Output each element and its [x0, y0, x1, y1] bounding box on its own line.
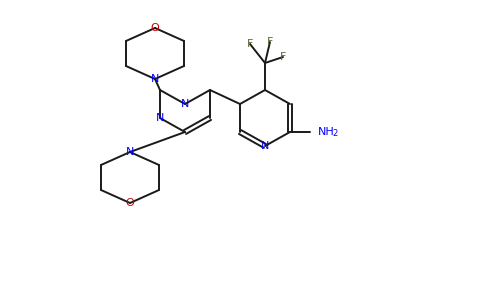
Text: NH: NH	[318, 127, 335, 137]
Text: F: F	[267, 37, 273, 47]
Text: N: N	[126, 147, 134, 157]
Text: N: N	[181, 99, 189, 109]
Text: 2: 2	[332, 129, 337, 138]
Text: O: O	[126, 198, 135, 208]
Text: F: F	[280, 52, 286, 62]
Text: F: F	[247, 39, 253, 49]
Text: N: N	[156, 113, 164, 123]
Text: N: N	[151, 74, 159, 84]
Text: N: N	[261, 141, 269, 151]
Text: O: O	[151, 23, 159, 33]
